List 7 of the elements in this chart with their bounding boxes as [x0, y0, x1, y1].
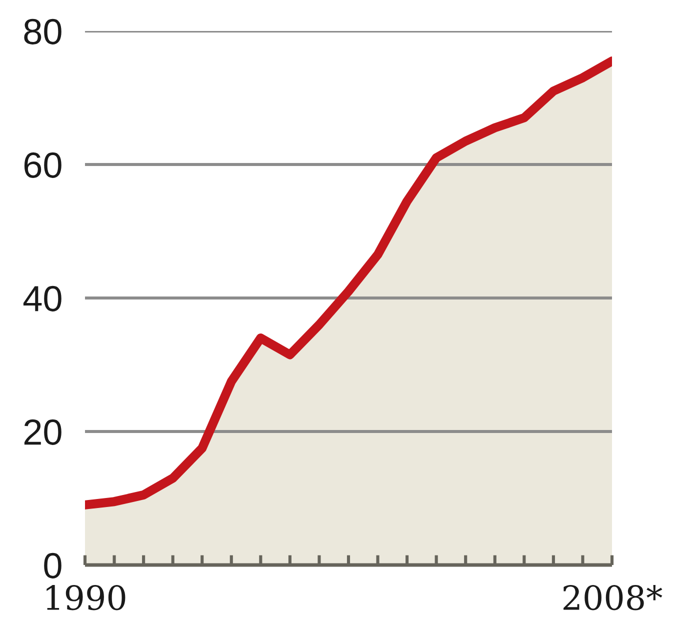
- y-tick-label: 0: [44, 552, 62, 578]
- y-tick-label: 20: [24, 419, 62, 445]
- y-tick-label: 80: [24, 18, 62, 44]
- y-tick-label: 40: [23, 286, 62, 312]
- x-tick-label: 2008*: [564, 585, 662, 610]
- y-tick-label: 60: [24, 152, 62, 178]
- x-tick-label: 1990: [46, 585, 126, 610]
